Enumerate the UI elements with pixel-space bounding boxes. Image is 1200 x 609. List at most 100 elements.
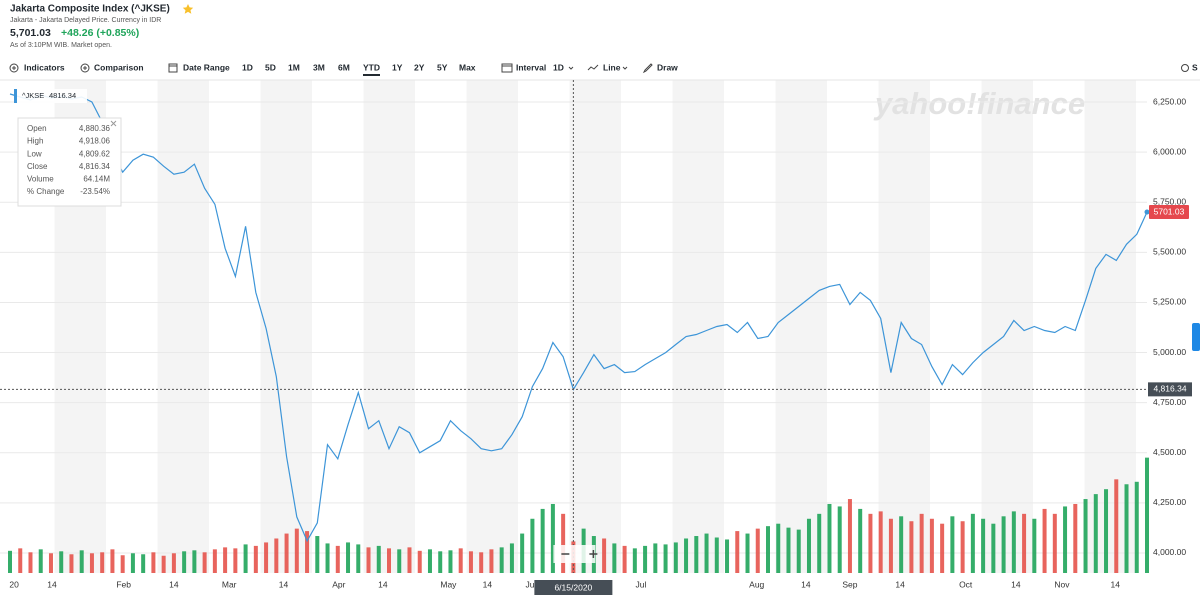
volume-bar — [489, 549, 494, 573]
range-button[interactable]: 3M — [313, 62, 325, 72]
volume-bar — [806, 518, 811, 573]
range-button[interactable]: 1M — [288, 62, 300, 72]
tooltip-value: 64.14M — [83, 175, 110, 184]
series-tag-value: 4816.34 — [49, 91, 76, 100]
background-band — [260, 80, 312, 573]
x-tick-label: 14 — [1111, 579, 1121, 589]
volume-bar — [212, 549, 217, 573]
volume-bar — [694, 536, 699, 573]
x-tick-label: 14 — [279, 579, 289, 589]
title: Jakarta Composite Index (^JKSE) — [10, 4, 170, 15]
volume-bar — [305, 531, 310, 573]
range-button[interactable]: 1Y — [392, 62, 403, 72]
x-tick-label: 14 — [378, 579, 388, 589]
y-tick-label: 5,250.00 — [1153, 297, 1186, 307]
range-button[interactable]: Max — [459, 62, 476, 72]
range-button[interactable]: 5Y — [437, 62, 448, 72]
volume-bar — [602, 538, 607, 573]
last-price-label: 5701.03 — [1154, 206, 1185, 216]
volume-bar — [735, 531, 740, 573]
x-tick-label: 14 — [895, 579, 905, 589]
x-tick-label: 14 — [483, 579, 493, 589]
x-tick-label: Mar — [222, 579, 237, 589]
volume-bar — [448, 550, 453, 573]
range-button[interactable]: 2Y — [414, 62, 425, 72]
volume-bar — [79, 550, 84, 573]
volume-bar — [253, 545, 258, 573]
settings-icon[interactable] — [1181, 64, 1189, 72]
volume-bar — [745, 533, 750, 573]
volume-bar — [264, 542, 269, 573]
volume-bar — [274, 538, 279, 573]
draw-button[interactable]: Draw — [657, 62, 678, 72]
volume-bar — [1093, 494, 1098, 573]
zoom-in[interactable] — [589, 550, 598, 558]
volume-bar — [243, 544, 248, 573]
x-tick-label: 14 — [1011, 579, 1021, 589]
volume-bar — [878, 511, 883, 573]
interval-value[interactable]: 1D — [553, 62, 564, 72]
favorite-star[interactable] — [182, 4, 194, 14]
volume-bar — [704, 533, 709, 573]
settings-button[interactable]: S — [1192, 62, 1198, 72]
volume-bar — [684, 538, 689, 573]
volume-bar — [520, 533, 525, 573]
price-line — [9, 93, 1148, 543]
range-button[interactable]: 5D — [265, 62, 276, 72]
crosshair-y-label: 4,816.34 — [1153, 384, 1186, 394]
chart-type[interactable]: Line — [603, 62, 621, 72]
y-tick-label: 5,750.00 — [1153, 196, 1186, 206]
zoom-controls — [553, 545, 596, 563]
tooltip-value: 4,918.06 — [79, 137, 111, 146]
interval-label[interactable]: Interval — [516, 62, 546, 72]
x-tick-label: 14 — [801, 579, 811, 589]
volume-bar — [171, 553, 176, 573]
volume-bar — [182, 551, 187, 573]
y-tick-label: 4,750.00 — [1153, 397, 1186, 407]
volume-bar — [294, 528, 299, 573]
background-band — [466, 80, 518, 573]
volume-bar — [817, 513, 822, 573]
x-tick-label: Oct — [959, 579, 973, 589]
volume-bar — [796, 529, 801, 573]
toolbar-button[interactable]: Date Range — [183, 62, 230, 72]
volume-bar — [1124, 484, 1129, 573]
toolbar-button[interactable]: Indicators — [24, 62, 65, 72]
volume-bar — [1011, 511, 1016, 573]
volume-bar — [468, 551, 473, 573]
volume-bar — [766, 526, 770, 573]
volume-bar — [325, 543, 330, 573]
volume-bar — [643, 545, 648, 573]
y-tick-label: 5,500.00 — [1153, 247, 1186, 257]
toolbar-button[interactable]: Comparison — [94, 62, 144, 72]
plus-icon — [12, 66, 16, 70]
range-button[interactable]: 6M — [338, 62, 350, 72]
x-tick-label: 20 — [9, 579, 19, 589]
y-tick-label: 4,250.00 — [1153, 497, 1186, 507]
plus-icon — [9, 63, 19, 73]
volume-bar — [284, 533, 289, 573]
volume-bar — [141, 554, 146, 573]
series-tag-marker — [14, 89, 17, 103]
volume-bar — [950, 516, 955, 573]
volume-bar — [827, 503, 832, 573]
background-band — [775, 80, 827, 573]
range-button[interactable]: 1D — [242, 62, 253, 72]
line-icon — [587, 64, 599, 71]
side-tab[interactable] — [1192, 323, 1200, 351]
volume-bar — [991, 523, 996, 573]
volume-bar — [130, 553, 135, 573]
volume-bar — [28, 552, 33, 573]
volume-bar — [233, 548, 238, 573]
tooltip-label: Volume — [27, 175, 54, 184]
volume-bar — [1104, 489, 1109, 573]
crosshair-x-label: 6/15/2020 — [554, 582, 592, 592]
tooltip-label: % Change — [27, 187, 65, 196]
y-tick-label: 4,000.00 — [1153, 547, 1186, 557]
price: 5,701.03 — [10, 27, 51, 39]
last-point — [1144, 209, 1150, 215]
x-tick-label: Sep — [842, 579, 857, 589]
tooltip-close[interactable] — [110, 120, 117, 127]
volume-bar — [1032, 518, 1037, 573]
range-button[interactable]: YTD — [363, 62, 380, 72]
